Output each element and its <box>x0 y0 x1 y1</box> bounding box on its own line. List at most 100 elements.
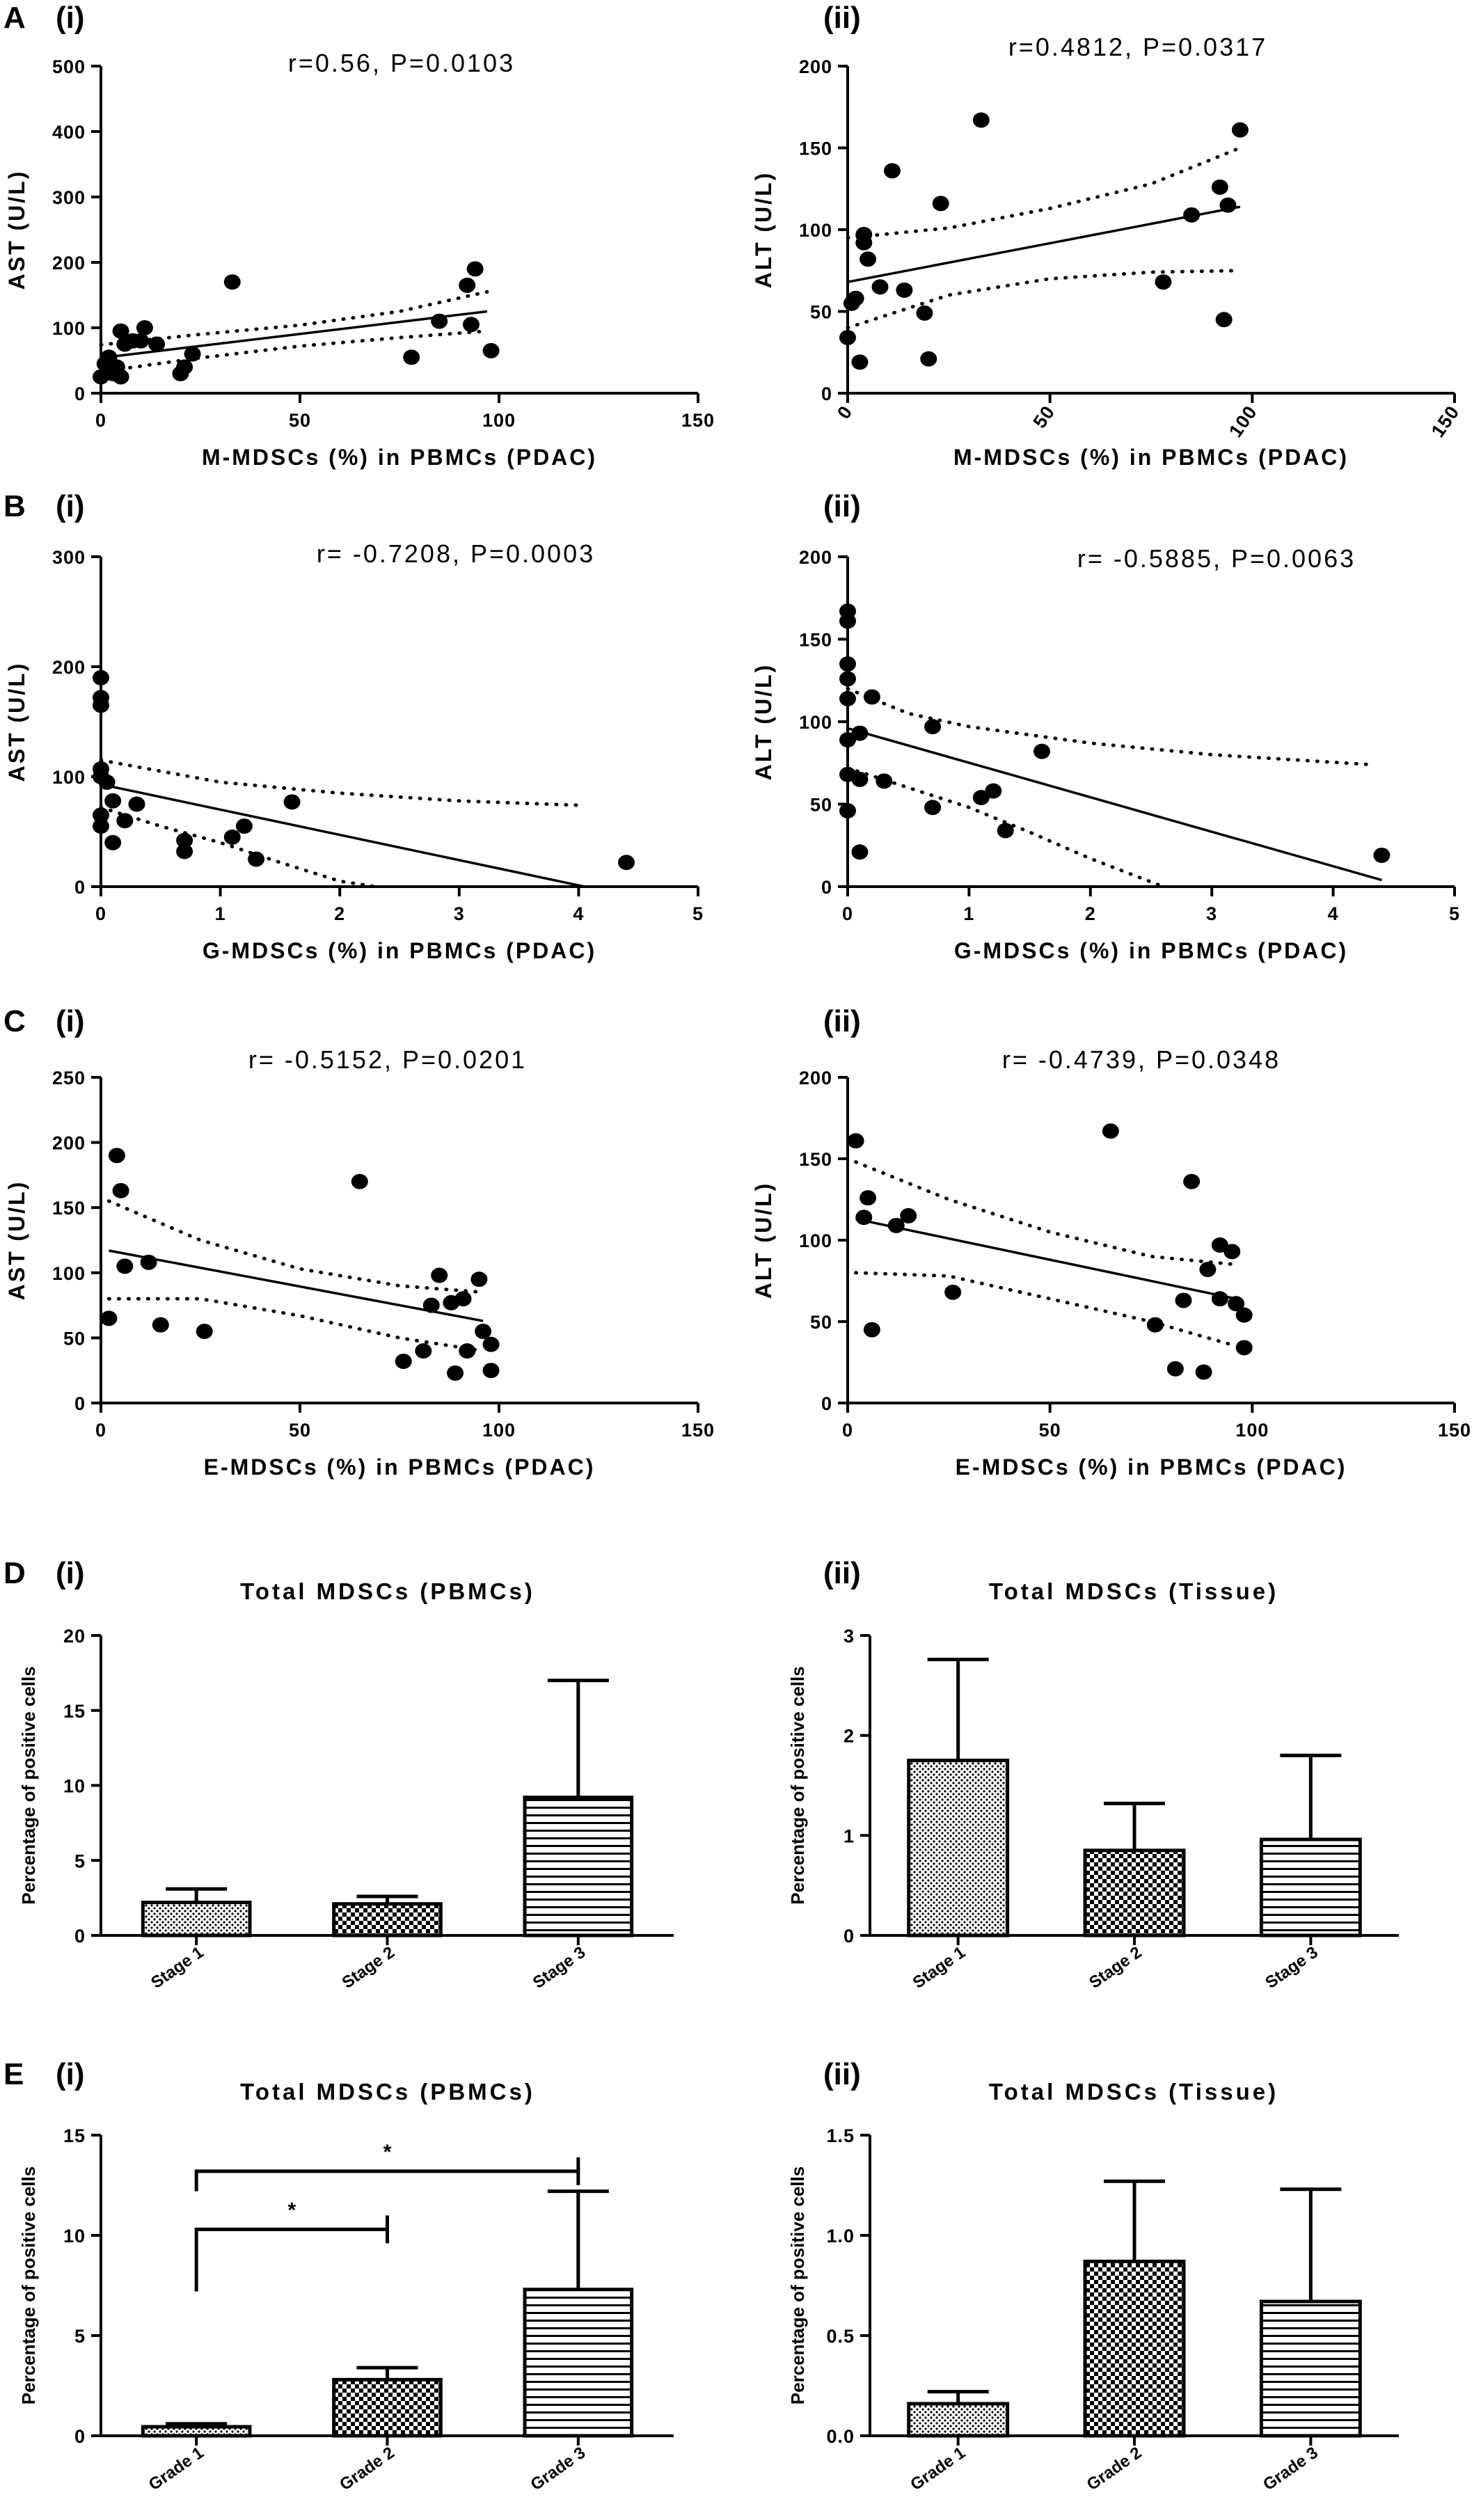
y-tick-label: 10 <box>63 1776 86 1797</box>
data-point <box>863 689 880 705</box>
panel-letter: A <box>3 1 26 35</box>
y-tick-label: 1.5 <box>826 2125 855 2146</box>
data-point <box>475 1324 492 1340</box>
ci-lower-line <box>854 1271 1238 1348</box>
panel-sublabel: (ii) <box>823 1556 861 1590</box>
data-point <box>104 834 122 850</box>
data-point <box>1183 1173 1201 1189</box>
chart-panel-d-ii: (ii) Total MDSCs (Tissue) 0 1 2 3 Stage 1 Stage… <box>787 1556 1399 1992</box>
data-point <box>839 802 856 818</box>
data-point <box>1102 1123 1119 1139</box>
data-point <box>351 1173 368 1189</box>
data-point <box>395 1354 412 1370</box>
bar <box>1259 1837 1362 1937</box>
data-point <box>944 1284 962 1300</box>
x-tick-label: 5 <box>692 903 704 924</box>
data-point <box>93 818 109 834</box>
regression-line <box>100 310 488 359</box>
data-point <box>93 697 109 713</box>
x-tick-label: 50 <box>289 410 311 431</box>
y-tick-label: 5 <box>74 2326 86 2347</box>
data-point <box>839 690 856 706</box>
chart-panel-d-i: D (i) Total MDSCs (PBMCs) 0 5 10 15 20 Stage 1 St… <box>3 1556 674 1992</box>
chart-title: r= -0.5885, P=0.0063 <box>1077 544 1356 573</box>
chart-panel-b-i: B (i) r= -0.7208, P=0.0003 0 100 200 300 0 1 2 3 4 5… <box>3 489 704 963</box>
x-axis-label: M-MDSCs (%) in PBMCs (PDAC) <box>202 445 597 470</box>
y-tick-label: 200 <box>52 1133 86 1154</box>
data-point <box>855 235 873 251</box>
x-tick-label: 3 <box>1206 903 1217 924</box>
data-point <box>100 1310 118 1326</box>
x-tick-label: 1 <box>215 903 226 924</box>
y-tick-label: 100 <box>799 1230 832 1251</box>
x-axis-label: M-MDSCs (%) in PBMCs (PDAC) <box>953 445 1349 470</box>
data-point <box>136 320 153 335</box>
data-point <box>403 349 420 365</box>
data-point <box>839 330 856 346</box>
x-tick-label: 3 <box>454 903 465 924</box>
data-point <box>415 1343 432 1359</box>
data-point <box>431 313 448 329</box>
data-point <box>887 1217 905 1233</box>
chart-panel-a-i: A (i) r=0.56, P=0.0103 0 100 200 300 400 500 0 50 1… <box>3 1 714 470</box>
data-point <box>1166 1361 1184 1377</box>
y-tick-label: 300 <box>52 547 86 568</box>
chart-title: r=0.56, P=0.0103 <box>288 49 515 77</box>
data-point <box>176 843 193 859</box>
x-axis-label: E-MDSCs (%) in PBMCs (PDAC) <box>956 1455 1347 1480</box>
x-axis-label: E-MDSCs (%) in PBMCs (PDAC) <box>204 1455 596 1480</box>
y-tick-label: 100 <box>52 318 86 339</box>
y-tick-label: 0.5 <box>826 2326 855 2347</box>
bar <box>523 1796 634 1937</box>
bar <box>1083 2259 1186 2438</box>
y-tick-label: 200 <box>52 253 86 274</box>
data-point <box>1228 1296 1245 1312</box>
significance-bracket <box>194 2169 578 2192</box>
bar <box>332 1902 443 1937</box>
chart-title: r=0.4812, P=0.0317 <box>1008 33 1267 61</box>
data-point <box>140 1254 157 1270</box>
data-point <box>152 1317 169 1333</box>
y-axis-label: ALT (U/L) <box>751 171 776 289</box>
chart-panel-b-ii: (ii) r= -0.5885, P=0.0063 0 50 100 150 200 0 1 2 3… <box>751 489 1459 963</box>
y-tick-label: 100 <box>52 1263 86 1284</box>
category-label: Stage 3 <box>1262 1943 1321 1992</box>
data-point <box>1231 122 1249 138</box>
panel-sublabel: (i) <box>56 2057 85 2091</box>
data-point <box>1211 179 1228 195</box>
y-tick-label: 100 <box>799 712 832 733</box>
y-tick-label: 1.0 <box>826 2226 855 2246</box>
data-point <box>920 351 937 367</box>
y-tick-label: 50 <box>810 302 832 323</box>
ci-lower-line <box>846 766 1165 889</box>
x-tick-label: 150 <box>1427 402 1464 441</box>
y-tick-label: 200 <box>799 56 832 77</box>
data-point <box>851 354 869 370</box>
chart-panel-c-ii: (ii) r= -0.4739, P=0.0348 0 50 100 150 200 0 50 1… <box>751 1004 1471 1480</box>
data-point <box>1219 197 1237 213</box>
bar <box>141 1901 252 1937</box>
y-tick-label: 250 <box>52 1068 86 1088</box>
y-tick-label: 0 <box>74 1926 86 1947</box>
data-point <box>482 1336 500 1352</box>
category-label: Grade 3 <box>528 2443 589 2494</box>
y-tick-label: 200 <box>52 657 86 678</box>
ci-lower-line <box>99 805 378 889</box>
category-label: Stage 2 <box>1086 1943 1145 1992</box>
data-point <box>1211 1291 1228 1307</box>
data-point <box>1215 312 1233 328</box>
data-point <box>855 1210 873 1226</box>
y-tick-label: 300 <box>52 187 86 208</box>
chart-panel-e-i: E (i) Total MDSCs (PBMCs) 0 5 10 15 Grade 1 Grad… <box>3 2057 674 2494</box>
x-tick-label: 50 <box>1039 1420 1061 1441</box>
y-axis-label: ALT (U/L) <box>751 663 776 781</box>
x-tick-label: 0 <box>833 402 857 422</box>
data-point <box>1235 1340 1253 1356</box>
ci-upper-line <box>99 758 580 807</box>
regression-line <box>855 1217 1237 1300</box>
data-point <box>196 1324 213 1340</box>
y-tick-label: 3 <box>844 1626 855 1647</box>
x-tick-label: 0 <box>95 410 106 431</box>
y-tick-label: 0 <box>821 877 832 898</box>
